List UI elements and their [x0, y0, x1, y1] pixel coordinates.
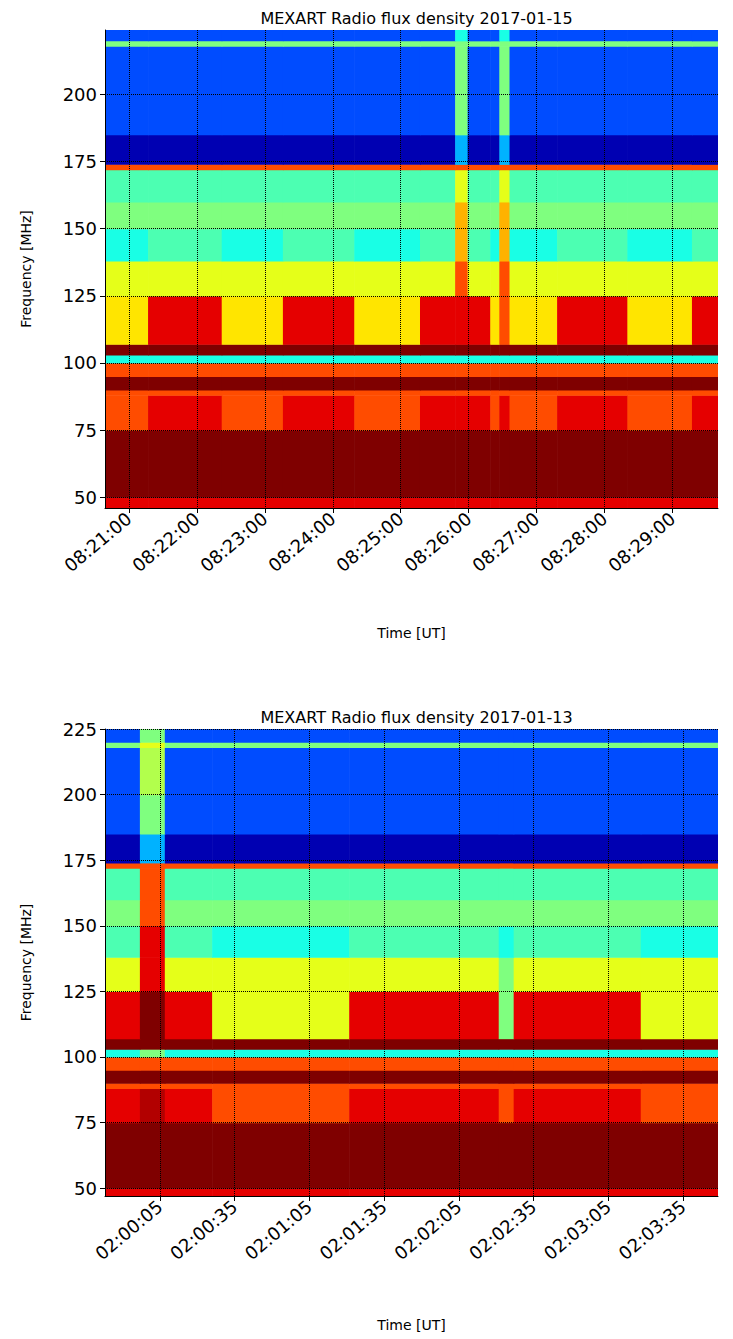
svg-text:50: 50 — [74, 1178, 97, 1199]
svg-text:75: 75 — [74, 1112, 97, 1133]
svg-text:08:28:00: 08:28:00 — [536, 508, 611, 576]
svg-text:75: 75 — [74, 420, 97, 441]
svg-text:02:01:05: 02:01:05 — [241, 1196, 316, 1264]
svg-text:100: 100 — [63, 1046, 97, 1067]
svg-text:02:03:35: 02:03:35 — [614, 1196, 689, 1264]
svg-text:175: 175 — [63, 850, 97, 871]
svg-text:225: 225 — [63, 719, 97, 740]
svg-text:200: 200 — [63, 84, 97, 105]
svg-text:02:01:35: 02:01:35 — [315, 1196, 390, 1264]
svg-text:Time [UT]: Time [UT] — [376, 625, 445, 641]
svg-text:MEXART Radio flux density 2017: MEXART Radio flux density 2017-01-15 — [260, 9, 572, 28]
svg-text:08:24:00: 08:24:00 — [264, 508, 339, 576]
svg-text:175: 175 — [63, 151, 97, 172]
svg-text:08:29:00: 08:29:00 — [604, 508, 679, 576]
svg-text:150: 150 — [63, 915, 97, 936]
svg-text:08:27:00: 08:27:00 — [468, 508, 543, 576]
svg-text:02:00:35: 02:00:35 — [166, 1196, 241, 1264]
svg-text:08:21:00: 08:21:00 — [60, 508, 135, 576]
svg-text:02:00:05: 02:00:05 — [91, 1196, 166, 1264]
svg-text:Time [UT]: Time [UT] — [376, 1317, 445, 1333]
svg-text:Frequency [MHz]: Frequency [MHz] — [18, 210, 34, 328]
svg-text:08:22:00: 08:22:00 — [128, 508, 203, 576]
svg-text:100: 100 — [63, 352, 97, 373]
svg-text:50: 50 — [74, 487, 97, 508]
svg-text:08:23:00: 08:23:00 — [196, 508, 271, 576]
svg-text:125: 125 — [63, 285, 97, 306]
svg-text:02:02:35: 02:02:35 — [465, 1196, 540, 1264]
svg-text:02:02:05: 02:02:05 — [390, 1196, 465, 1264]
svg-text:08:26:00: 08:26:00 — [400, 508, 475, 576]
svg-text:Frequency [MHz]: Frequency [MHz] — [18, 904, 34, 1022]
svg-text:125: 125 — [63, 981, 97, 1002]
svg-text:MEXART Radio flux density 2017: MEXART Radio flux density 2017-01-13 — [260, 708, 572, 727]
svg-text:08:25:00: 08:25:00 — [332, 508, 407, 576]
svg-text:200: 200 — [63, 784, 97, 805]
svg-text:150: 150 — [63, 218, 97, 239]
svg-text:02:03:05: 02:03:05 — [540, 1196, 615, 1264]
